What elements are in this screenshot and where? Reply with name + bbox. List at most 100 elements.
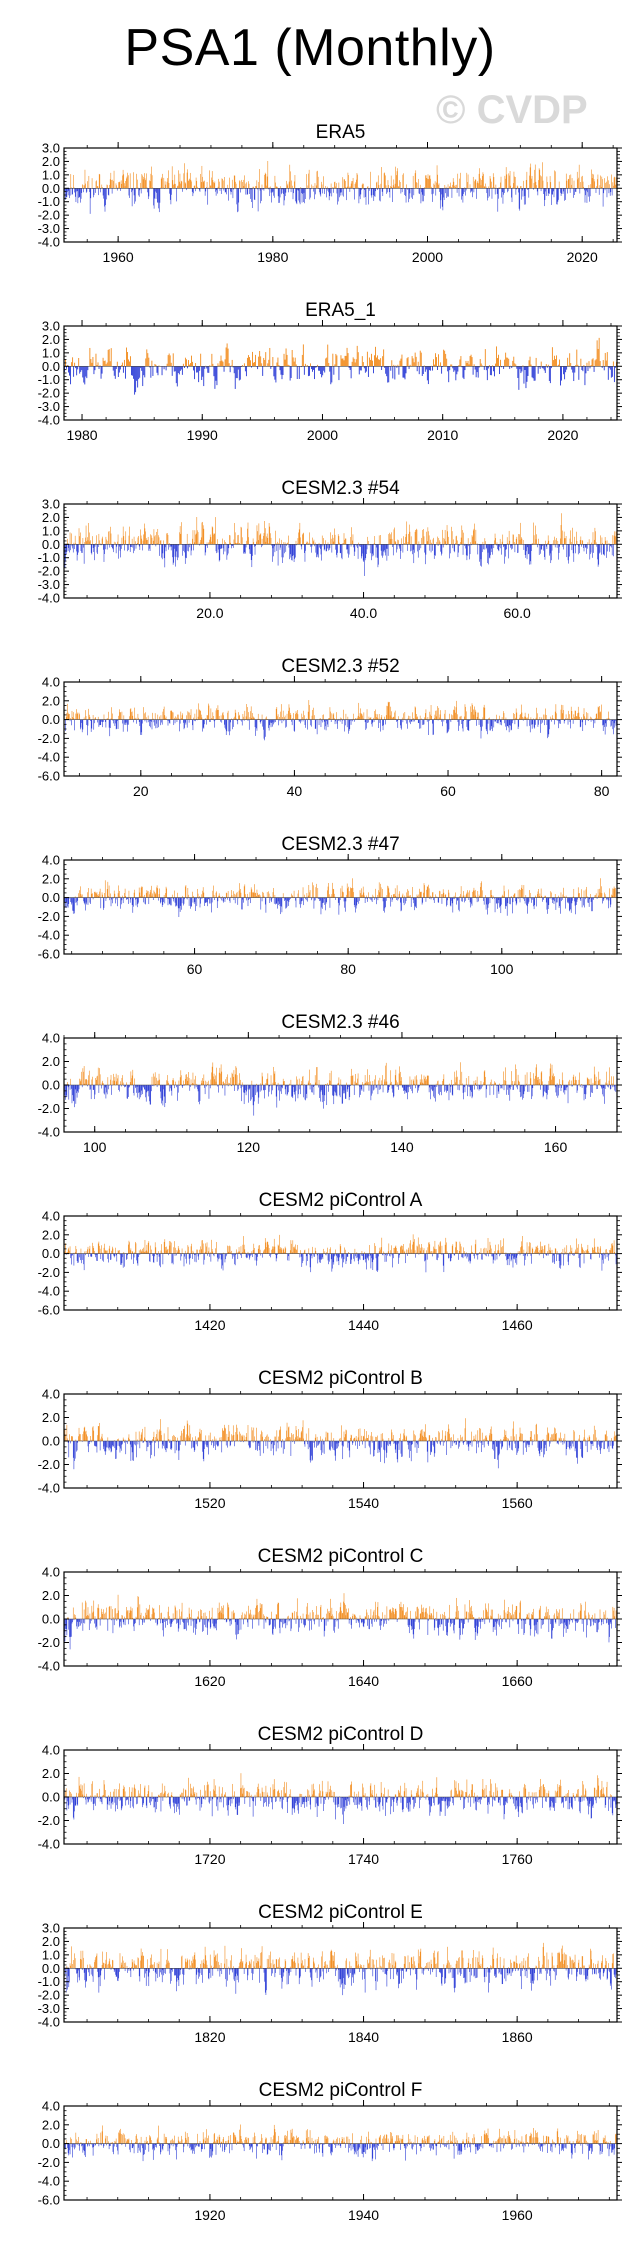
bar	[427, 527, 429, 545]
bar	[124, 893, 125, 898]
bar	[569, 175, 570, 189]
bar	[322, 366, 324, 376]
bar	[602, 360, 604, 367]
bar	[92, 536, 93, 545]
bar	[579, 719, 581, 728]
bar	[417, 361, 419, 367]
bar	[198, 366, 200, 383]
bar	[215, 517, 216, 545]
bar	[377, 188, 378, 190]
bar	[232, 891, 234, 898]
bar	[151, 537, 153, 545]
bar	[375, 897, 377, 899]
bar	[195, 718, 197, 720]
bar	[518, 188, 520, 209]
bar	[523, 180, 524, 189]
bar	[87, 188, 89, 189]
bar	[529, 890, 530, 898]
bar	[305, 1085, 306, 1101]
bar	[472, 176, 474, 189]
bar	[279, 188, 280, 203]
bar	[259, 1085, 261, 1092]
bar	[123, 715, 125, 720]
bar	[356, 345, 358, 367]
bar	[412, 544, 414, 550]
bar	[118, 182, 120, 189]
bar	[596, 340, 598, 367]
bar	[563, 544, 564, 550]
bar	[81, 544, 83, 553]
bar	[284, 1081, 285, 1085]
bar	[227, 710, 229, 720]
bar	[419, 715, 421, 720]
bar	[298, 1085, 299, 1095]
bar	[581, 717, 582, 720]
bar	[115, 897, 116, 904]
bar	[334, 718, 335, 720]
bar	[356, 718, 358, 720]
bar	[452, 715, 454, 720]
bar	[298, 1078, 300, 1085]
bar	[129, 709, 131, 720]
bar	[102, 188, 104, 196]
bar	[522, 188, 523, 191]
bar	[189, 178, 190, 189]
bar	[371, 719, 373, 727]
bar	[265, 352, 267, 367]
bar	[309, 892, 310, 898]
bar	[140, 1085, 142, 1096]
bar	[369, 544, 371, 554]
bar	[199, 896, 200, 898]
bar	[399, 182, 401, 189]
bar	[481, 881, 482, 898]
bar	[468, 544, 470, 547]
bar	[515, 364, 517, 367]
bar	[593, 366, 595, 372]
bar	[83, 544, 84, 548]
bar	[494, 187, 495, 189]
bar	[266, 176, 268, 189]
bar	[156, 366, 158, 373]
bar	[450, 186, 452, 189]
bar	[253, 188, 255, 200]
bar	[134, 188, 136, 204]
bar	[597, 718, 598, 720]
bar	[116, 896, 118, 898]
bar	[319, 188, 321, 195]
bar	[325, 897, 326, 911]
bar	[436, 541, 438, 545]
bar	[144, 366, 146, 378]
bar	[324, 1085, 326, 1096]
bar	[296, 710, 298, 720]
bar	[429, 544, 431, 551]
bar	[95, 353, 97, 367]
bar	[477, 366, 479, 378]
bar	[150, 173, 152, 189]
bar	[173, 183, 175, 189]
bar	[398, 716, 399, 720]
bar	[416, 894, 418, 898]
bar	[380, 358, 382, 367]
bar	[379, 359, 381, 367]
bar	[607, 366, 609, 380]
bar	[130, 544, 132, 547]
bar	[456, 188, 458, 193]
bar	[431, 366, 433, 371]
bar	[569, 544, 570, 557]
bar	[104, 1085, 105, 1095]
bar	[75, 543, 77, 545]
bar	[182, 1085, 184, 1088]
bar	[154, 713, 156, 720]
bar	[448, 889, 449, 898]
bar	[610, 544, 612, 546]
bar	[554, 544, 556, 548]
bar	[182, 895, 184, 898]
bar	[422, 188, 424, 195]
bar	[456, 897, 458, 901]
bar	[233, 539, 235, 545]
bar	[424, 187, 426, 189]
bar	[512, 187, 513, 189]
bar	[134, 707, 136, 720]
bar	[332, 537, 334, 545]
bar	[381, 366, 383, 370]
